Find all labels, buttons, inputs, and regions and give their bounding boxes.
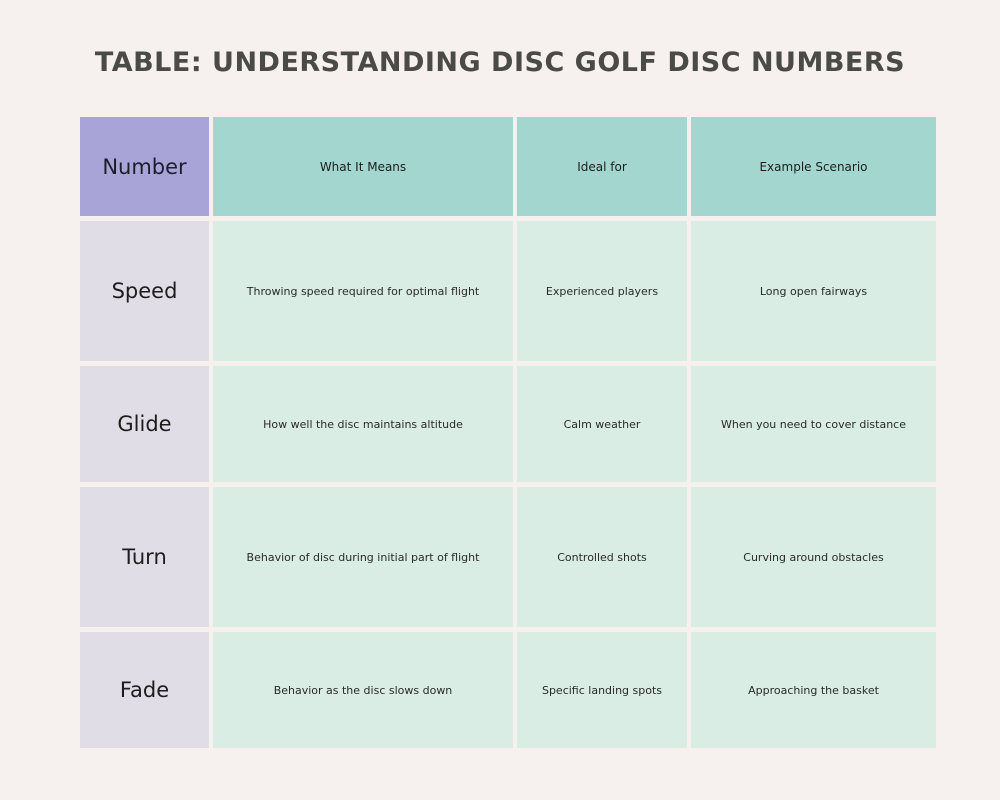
page-title: TABLE: UNDERSTANDING DISC GOLF DISC NUMB… bbox=[94, 47, 906, 78]
table-cell: Long open fairways bbox=[691, 221, 936, 361]
row-header-turn: Turn bbox=[80, 487, 209, 627]
disc-numbers-table: Number What It Means Ideal for Example S… bbox=[80, 117, 936, 748]
table-cell: Controlled shots bbox=[517, 487, 687, 627]
table-cell: Throwing speed required for optimal flig… bbox=[213, 221, 513, 361]
table-cell: Approaching the basket bbox=[691, 632, 936, 748]
column-header-what-it-means: What It Means bbox=[213, 117, 513, 216]
row-header-glide: Glide bbox=[80, 366, 209, 482]
table-cell: Behavior as the disc slows down bbox=[213, 632, 513, 748]
table-cell: Curving around obstacles bbox=[691, 487, 936, 627]
table-cell: When you need to cover distance bbox=[691, 366, 936, 482]
table-corner-header: Number bbox=[80, 117, 209, 216]
column-header-example-scenario: Example Scenario bbox=[691, 117, 936, 216]
table-cell: Behavior of disc during initial part of … bbox=[213, 487, 513, 627]
table-cell: How well the disc maintains altitude bbox=[213, 366, 513, 482]
column-header-ideal-for: Ideal for bbox=[517, 117, 687, 216]
row-header-fade: Fade bbox=[80, 632, 209, 748]
table-cell: Calm weather bbox=[517, 366, 687, 482]
row-header-speed: Speed bbox=[80, 221, 209, 361]
table-cell: Specific landing spots bbox=[517, 632, 687, 748]
table-cell: Experienced players bbox=[517, 221, 687, 361]
